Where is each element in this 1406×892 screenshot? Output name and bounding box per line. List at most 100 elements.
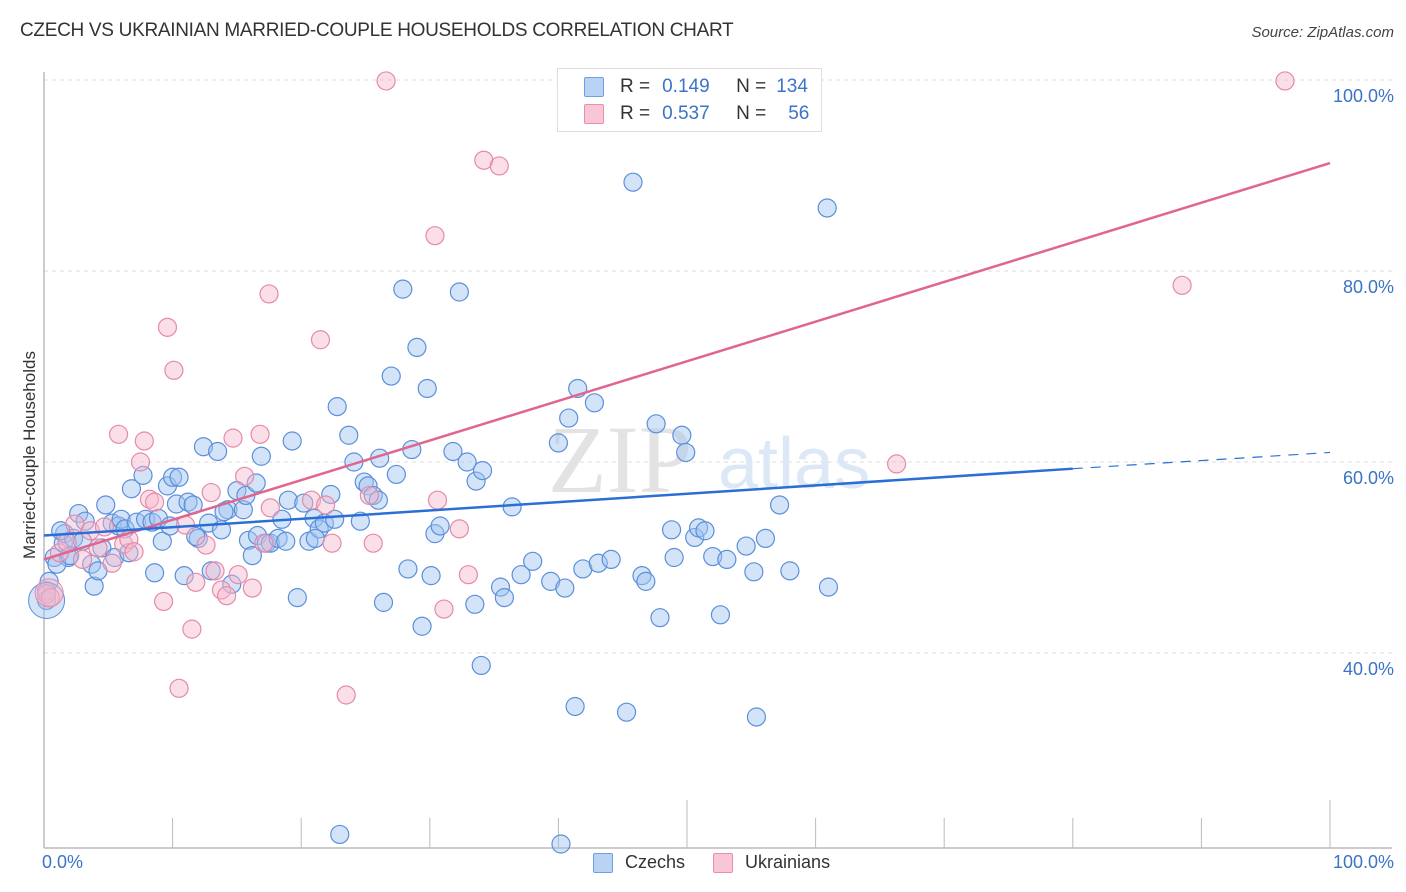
data-point[interactable] [502,497,522,517]
data-point[interactable] [584,393,605,413]
data-point[interactable] [676,442,696,463]
data-point[interactable] [672,425,692,445]
data-point[interactable] [287,588,307,608]
data-point[interactable] [169,678,189,698]
data-point[interactable] [818,577,839,597]
data-point[interactable] [327,397,347,417]
data-point-large[interactable] [34,578,64,608]
data-point[interactable] [736,536,756,556]
data-point[interactable] [490,577,511,597]
data-point[interactable] [325,509,345,529]
data-point[interactable] [359,485,379,506]
data-point[interactable] [744,562,764,582]
data-point[interactable] [769,495,790,515]
data-point[interactable] [111,509,131,529]
data-point[interactable] [84,576,104,596]
data-point[interactable] [755,528,776,549]
data-point[interactable] [228,565,248,585]
data-point[interactable] [472,460,493,481]
data-point[interactable] [350,511,370,531]
data-point[interactable] [251,446,271,466]
data-point[interactable] [358,476,378,496]
data-point[interactable] [376,71,396,91]
data-point[interactable] [386,464,406,485]
data-point[interactable] [268,528,288,549]
data-point[interactable] [443,441,463,462]
data-point[interactable] [309,519,329,539]
data-point[interactable] [412,616,432,636]
data-point[interactable] [616,702,637,722]
data-point[interactable] [336,685,356,705]
data-point[interactable] [246,473,266,493]
data-point[interactable] [685,527,705,548]
data-point[interactable] [601,549,621,570]
data-point[interactable] [276,531,296,551]
data-point[interactable] [417,378,437,399]
data-point[interactable] [373,592,394,612]
data-point[interactable] [555,578,575,598]
data-point[interactable] [196,535,216,555]
data-point[interactable] [96,495,116,515]
data-point[interactable] [169,467,189,487]
data-point[interactable] [223,428,243,448]
data-point[interactable] [1275,71,1295,91]
data-point[interactable] [322,533,342,553]
data-point[interactable] [466,471,486,491]
data-point[interactable] [316,495,336,515]
data-point[interactable] [623,172,643,192]
data-point[interactable] [242,545,262,566]
data-point[interactable] [703,546,723,567]
data-point[interactable] [144,563,165,583]
data-point[interactable] [559,408,579,428]
data-point[interactable] [363,533,383,553]
data-point[interactable] [260,498,280,518]
data-point[interactable] [152,531,172,551]
data-point[interactable] [430,516,450,536]
data-point[interactable] [339,425,359,445]
data-point[interactable] [465,594,485,614]
data-point[interactable] [548,433,569,453]
data-point[interactable] [139,489,160,509]
data-point[interactable] [780,561,800,581]
data-point[interactable] [457,452,477,472]
data-point[interactable] [259,284,279,304]
data-point[interactable] [636,571,656,591]
data-point[interactable] [121,479,142,499]
data-point[interactable] [489,156,509,176]
data-point[interactable] [523,551,543,571]
data-point[interactable] [72,549,93,570]
data-point[interactable] [205,561,225,581]
data-point[interactable] [407,337,427,357]
data-point[interactable] [664,547,684,568]
data-point[interactable] [449,519,469,539]
data-point[interactable] [398,559,418,579]
data-point[interactable] [710,605,731,625]
data-point[interactable] [182,619,202,639]
data-point[interactable] [511,565,531,585]
data-point[interactable] [217,586,237,606]
data-point[interactable] [174,566,194,586]
data-point[interactable] [222,574,242,594]
data-point[interactable] [746,707,767,727]
data-point[interactable] [235,466,255,486]
data-point[interactable] [393,279,413,299]
data-point[interactable] [134,431,154,451]
data-point[interactable] [178,492,198,512]
data-point[interactable] [471,655,491,676]
data-point[interactable] [717,549,737,570]
data-point[interactable] [301,490,322,510]
data-point[interactable] [36,584,57,604]
data-point[interactable] [817,198,837,218]
data-point[interactable] [157,317,178,337]
data-point[interactable] [282,431,302,451]
data-point[interactable] [434,599,454,619]
data-point[interactable] [650,608,670,628]
legend-item-czechs[interactable]: Czechs [593,852,685,873]
data-point[interactable] [144,492,165,512]
data-point[interactable] [661,520,682,540]
data-point[interactable] [449,282,469,302]
data-point[interactable] [646,414,666,434]
data-point[interactable] [1172,275,1192,295]
data-point[interactable] [193,437,214,457]
data-point[interactable] [427,490,448,510]
